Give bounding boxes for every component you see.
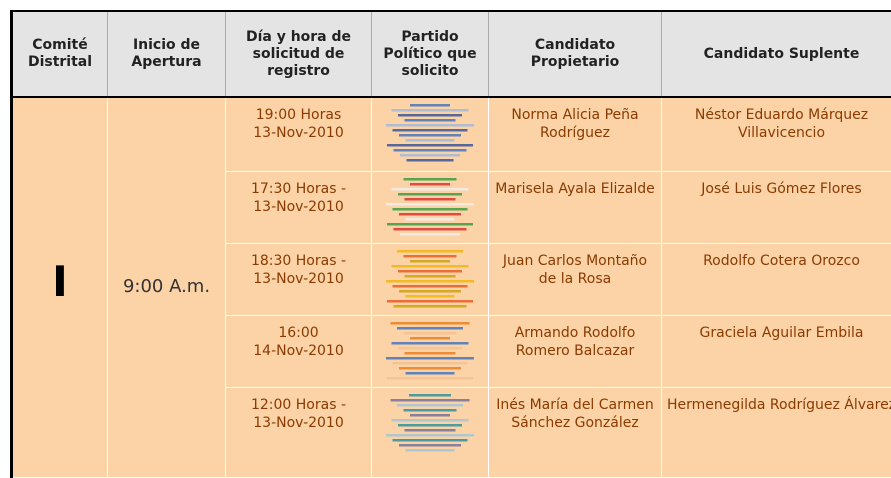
candidate-owner: Marisela Ayala Elizalde bbox=[489, 171, 662, 243]
opening-cell: 9:00 A.m. bbox=[108, 97, 226, 477]
party-logo-cell bbox=[372, 97, 489, 171]
column-header: Día y hora de solicitud de registro bbox=[226, 11, 372, 97]
committee: I bbox=[52, 257, 68, 306]
column-header: Inicio de Apertura bbox=[108, 11, 226, 97]
party-logo-cell bbox=[372, 387, 489, 477]
candidate-substitute: Graciela Aguilar Embila bbox=[662, 315, 891, 387]
party-logo bbox=[380, 176, 480, 238]
candidate-substitute: Néstor Eduardo Márquez Villavicencio bbox=[662, 97, 891, 171]
candidate-owner: Juan Carlos Montaño de la Rosa bbox=[489, 243, 662, 315]
candidate-owner: Norma Alicia Peña Rodríguez bbox=[489, 97, 662, 171]
party-logo bbox=[380, 102, 480, 164]
candidate-substitute: José Luis Gómez Flores bbox=[662, 171, 891, 243]
party-logo-cell bbox=[372, 243, 489, 315]
request-date: 12:00 Horas - 13-Nov-2010 bbox=[226, 387, 372, 477]
column-header: Candidato Propietario bbox=[489, 11, 662, 97]
party-logo-cell bbox=[372, 171, 489, 243]
request-date: 17:30 Horas - 13-Nov-2010 bbox=[226, 171, 372, 243]
party-logo bbox=[380, 320, 480, 382]
column-header: Candidato Suplente bbox=[662, 11, 891, 97]
committee-cell: I bbox=[12, 97, 108, 477]
party-logo bbox=[380, 392, 480, 454]
candidate-owner: Armando Rodolfo Romero Balcazar bbox=[489, 315, 662, 387]
opening-time: 9:00 A.m. bbox=[123, 276, 210, 297]
table-body: I 9:00 A.m. 19:00 Horas 13-Nov-2010 Norma A… bbox=[12, 97, 891, 477]
party-logo bbox=[380, 248, 480, 310]
request-date: 19:00 Horas 13-Nov-2010 bbox=[226, 97, 372, 171]
request-date: 18:30 Horas - 13-Nov-2010 bbox=[226, 243, 372, 315]
column-header: Partido Político que solicito bbox=[372, 11, 489, 97]
candidate-owner: Inés María del Carmen Sánchez González bbox=[489, 387, 662, 477]
party-logo-cell bbox=[372, 315, 489, 387]
candidate-substitute: Rodolfo Cotera Orozco bbox=[662, 243, 891, 315]
candidate-substitute: Hermenegilda Rodríguez Álvarez bbox=[662, 387, 891, 477]
column-header: Comité Distrital bbox=[12, 11, 108, 97]
request-date: 16:00 14-Nov-2010 bbox=[226, 315, 372, 387]
